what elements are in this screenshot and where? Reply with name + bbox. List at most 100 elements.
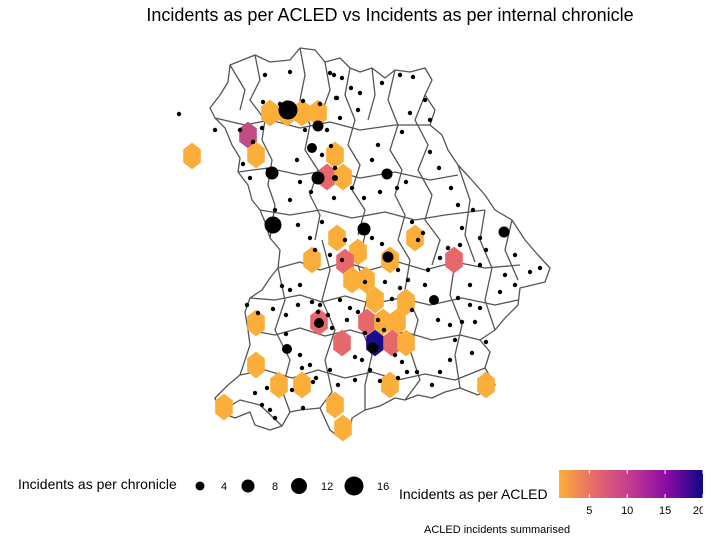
chronicle-point xyxy=(259,125,265,131)
chronicle-point xyxy=(512,282,518,288)
chronicle-point xyxy=(328,143,334,149)
chronicle-point xyxy=(289,387,295,393)
chronicle-point xyxy=(357,222,371,236)
fill-legend-tick-20: 20 xyxy=(693,505,703,517)
chronicle-point xyxy=(459,225,465,231)
chronicle-point xyxy=(477,305,483,311)
chronicle-point xyxy=(278,100,298,120)
chronicle-point xyxy=(420,230,426,236)
chronicle-point xyxy=(317,101,323,107)
chronicle-point xyxy=(352,354,358,360)
chronicle-point xyxy=(407,110,413,116)
chronicle-point xyxy=(342,237,348,243)
chronicle-point xyxy=(445,245,451,251)
acled-hex-cell xyxy=(328,224,346,252)
chronicle-point xyxy=(244,302,250,308)
chronicle-point xyxy=(395,267,401,273)
chronicle-point xyxy=(361,195,367,201)
chronicle-point xyxy=(264,216,282,234)
chronicle-point xyxy=(472,319,478,325)
chronicle-point xyxy=(359,357,365,363)
chronicle-point xyxy=(319,219,325,225)
fill-legend-colorbar xyxy=(559,470,703,498)
district-border xyxy=(299,47,321,241)
chronicle-point xyxy=(483,247,489,253)
chronicle-point xyxy=(409,307,415,313)
size-legend-dot-12 xyxy=(291,478,307,494)
chronicle-point xyxy=(240,161,246,167)
chronicle-point xyxy=(349,185,355,191)
chronicle-point xyxy=(425,267,431,273)
acled-hex-cell xyxy=(247,141,265,169)
caption: ACLED incidents summarised xyxy=(424,524,571,536)
acled-hex-cell xyxy=(247,351,265,379)
chronicle-point-layer xyxy=(176,69,543,421)
chronicle-point xyxy=(295,302,301,308)
chronicle-point xyxy=(512,252,518,258)
chronicle-point xyxy=(332,165,338,171)
chronicle-point xyxy=(447,322,453,328)
chronicle-point xyxy=(307,143,317,153)
chronicle-point xyxy=(264,385,270,391)
chronicle-point xyxy=(333,95,339,101)
chronicle-point xyxy=(409,219,415,225)
chronicle-point xyxy=(455,295,461,301)
chronicle-point xyxy=(331,195,337,201)
chronicle-point xyxy=(448,185,454,191)
chronicle-point xyxy=(327,252,333,258)
chronicle-point xyxy=(381,327,387,333)
chronicle-point xyxy=(403,179,409,185)
fill-legend-tick-5: 5 xyxy=(586,505,592,517)
acled-hex-cell xyxy=(334,414,352,442)
chronicle-point xyxy=(267,407,273,413)
chronicle-point xyxy=(312,247,318,253)
chronicle-point xyxy=(375,142,381,148)
chronicle-point xyxy=(457,242,463,248)
chronicle-point xyxy=(337,297,343,303)
chronicle-point xyxy=(307,235,313,241)
chronicle-point xyxy=(283,331,289,337)
chronicle-point xyxy=(327,367,333,373)
chronicle-point xyxy=(287,287,293,293)
chronicle-point xyxy=(422,282,428,288)
chronicle-point xyxy=(272,207,278,213)
size-legend-dot-8 xyxy=(241,479,255,493)
district-border xyxy=(344,67,366,236)
chronicle-point xyxy=(294,157,300,163)
chronicle-point xyxy=(352,377,358,383)
chronicle-point xyxy=(331,72,337,78)
district-border xyxy=(249,54,276,239)
district-border xyxy=(367,67,376,121)
chronicle-point xyxy=(295,222,301,228)
chronicle-point xyxy=(469,350,475,356)
acled-hex-cell xyxy=(366,286,384,314)
chronicle-point xyxy=(337,115,343,121)
chronicle-point xyxy=(436,165,442,171)
chronicle-point xyxy=(381,168,393,180)
chronicle-point xyxy=(347,305,353,311)
chronicle-point xyxy=(270,306,276,312)
chronicle-point xyxy=(394,185,400,191)
chronicle-point xyxy=(379,241,385,247)
chronicle-point xyxy=(355,107,361,113)
chronicle-point xyxy=(317,302,323,308)
acled-hex-cell xyxy=(303,246,321,274)
chronicle-point xyxy=(467,302,473,308)
district-border xyxy=(449,261,463,389)
chronicle-point xyxy=(319,152,325,158)
chronicle-point xyxy=(379,80,385,86)
acled-hex-cell xyxy=(334,163,352,191)
chronicle-point xyxy=(262,72,268,78)
chronicle-point xyxy=(312,120,324,132)
acled-hex-cell xyxy=(270,371,288,399)
chronicle-point xyxy=(255,310,261,316)
size-legend-label-12: 12 xyxy=(321,481,333,493)
chronicle-point xyxy=(414,369,420,375)
acled-hex-cell xyxy=(477,371,495,399)
chronicle-point xyxy=(377,189,383,195)
chronicle-point xyxy=(277,101,283,107)
chronicle-point xyxy=(367,342,379,354)
chronicle-point xyxy=(325,312,331,318)
acled-hex-cell xyxy=(445,246,463,274)
